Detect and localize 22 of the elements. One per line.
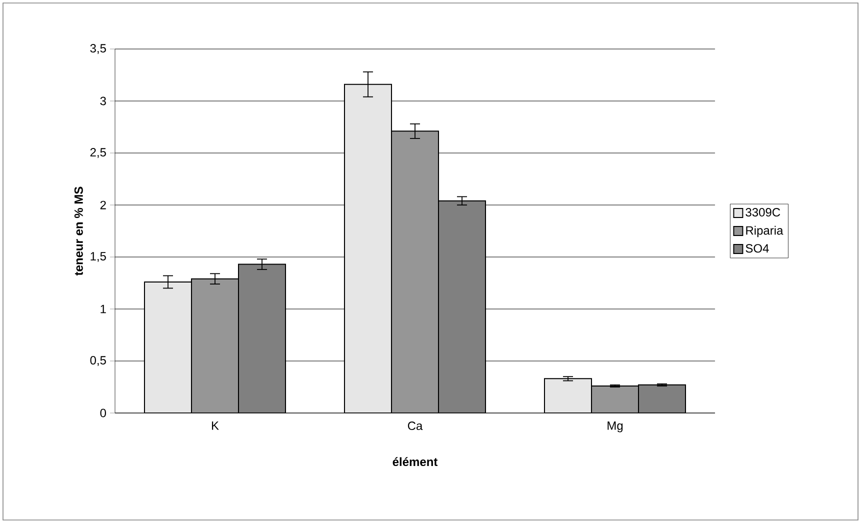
bar (438, 200, 486, 413)
legend-label: SO4 (746, 244, 769, 253)
y-tick-label: 3 (100, 96, 106, 106)
bar (144, 281, 192, 413)
y-tick-label: 0,5 (90, 356, 106, 366)
y-axis-title: teneur en % MS (74, 186, 83, 276)
x-tick-label: K (212, 422, 219, 430)
y-tick-label: 3,5 (90, 44, 106, 54)
y-tick-label: 0 (100, 408, 106, 418)
y-tick-label: 2 (100, 200, 106, 210)
x-axis-title: élément (392, 457, 438, 466)
x-tick-label: Mg (608, 422, 623, 432)
legend-label: Riparia (746, 226, 784, 238)
y-tick-label: 2,5 (90, 148, 106, 158)
bar (544, 378, 592, 413)
legend-label: 3309C (746, 208, 780, 217)
bar (238, 264, 286, 413)
bar (638, 384, 686, 413)
y-tick-label: 1 (100, 304, 106, 314)
x-tick-label: Ca (408, 422, 423, 430)
y-tick-label: 1,5 (90, 252, 106, 262)
bar (344, 84, 392, 413)
